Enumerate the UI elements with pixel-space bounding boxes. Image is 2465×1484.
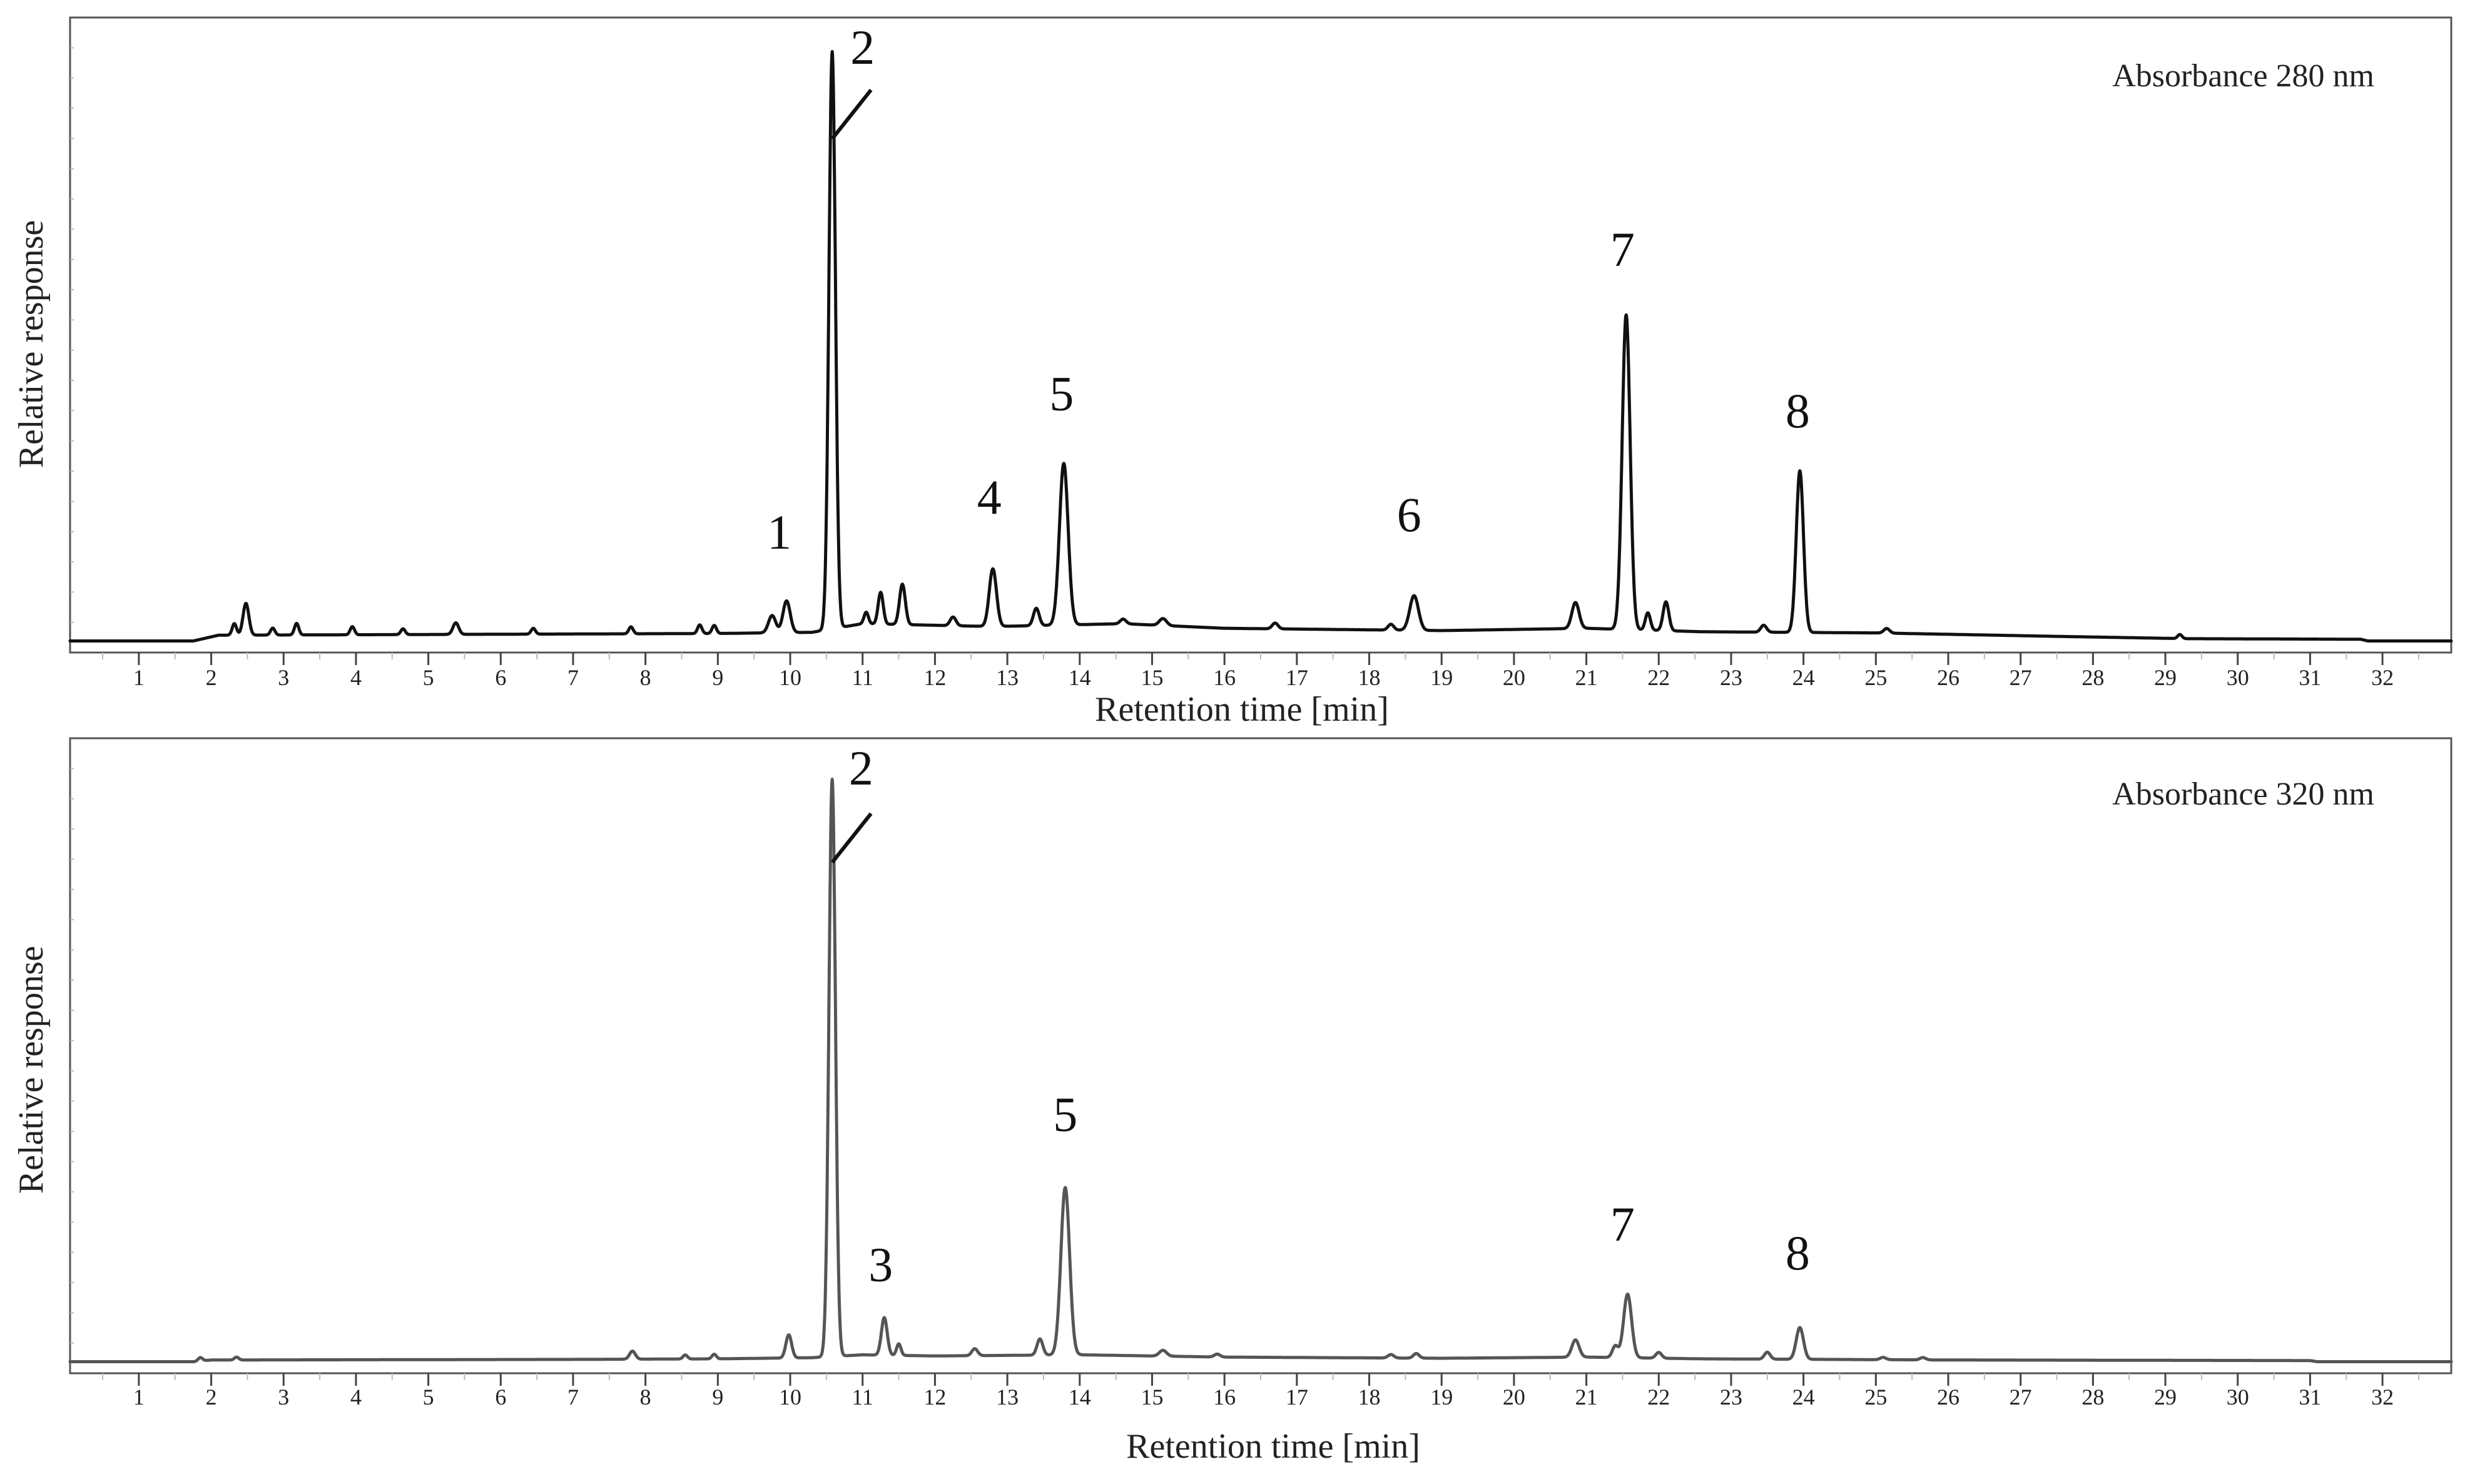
x-tick-label-280nm: 3 xyxy=(278,665,289,690)
absorbance-280-label: Absorbance 280 nm xyxy=(2112,58,2374,94)
x-tick-label-280nm: 13 xyxy=(996,665,1019,690)
x-tick-label-320nm: 13 xyxy=(996,1385,1019,1410)
x-tick-label-320nm: 11 xyxy=(851,1385,873,1410)
x-tick-label-320nm: 24 xyxy=(1792,1385,1815,1410)
x-tick-label-320nm: 15 xyxy=(1141,1385,1163,1410)
y-axis-label-280nm: Relative response xyxy=(12,220,51,469)
peak-label-8-280nm: 8 xyxy=(1786,384,1810,438)
x-tick-label-320nm: 1 xyxy=(133,1385,145,1410)
chromatogram-trace-320nm xyxy=(68,778,2453,1363)
x-tick-label-280nm: 29 xyxy=(2154,665,2177,690)
x-tick-label-320nm: 9 xyxy=(712,1385,723,1410)
x-tick-label-320nm: 30 xyxy=(2227,1385,2249,1410)
x-tick-label-320nm: 25 xyxy=(1864,1385,1887,1410)
x-tick-label-280nm: 15 xyxy=(1141,665,1163,690)
x-tick-label-280nm: 19 xyxy=(1430,665,1453,690)
peak-label-7-320nm: 7 xyxy=(1610,1197,1635,1251)
x-tick-label-280nm: 14 xyxy=(1069,665,1091,690)
x-tick-label-320nm: 2 xyxy=(206,1385,217,1410)
x-tick-label-320nm: 19 xyxy=(1430,1385,1453,1410)
x-tick-label-320nm: 23 xyxy=(1720,1385,1742,1410)
x-tick-label-320nm: 4 xyxy=(350,1385,362,1410)
x-tick-label-280nm: 2 xyxy=(206,665,217,690)
peak-label-2-280nm: 2 xyxy=(850,20,875,74)
absorbance-320-label: Absorbance 320 nm xyxy=(2112,776,2374,812)
y-axis-label-320nm: Relative response xyxy=(12,946,51,1194)
x-tick-label-280nm: 1 xyxy=(133,665,145,690)
x-tick-label-320nm: 14 xyxy=(1069,1385,1091,1410)
x-tick-label-280nm: 21 xyxy=(1575,665,1598,690)
chromatogram-trace-280nm xyxy=(68,49,2453,643)
x-tick-label-280nm: 9 xyxy=(712,665,723,690)
peak-label-8-320nm: 8 xyxy=(1786,1226,1810,1280)
x-tick-label-320nm: 26 xyxy=(1937,1385,1959,1410)
x-tick-label-280nm: 23 xyxy=(1720,665,1742,690)
x-axis-label-320nm: Retention time [min] xyxy=(1126,1427,1420,1466)
x-tick-label-280nm: 8 xyxy=(640,665,651,690)
x-tick-label-280nm: 26 xyxy=(1937,665,1959,690)
peak-2-leader-320nm xyxy=(830,812,873,864)
x-tick-label-280nm: 24 xyxy=(1792,665,1815,690)
peak-label-5-320nm: 5 xyxy=(1053,1087,1077,1142)
plot-frame-280nm xyxy=(69,16,2452,654)
chart-panel-320nm: Absorbance 320 nm Relative response Rete… xyxy=(12,737,2453,1466)
x-tick-label-280nm: 20 xyxy=(1503,665,1525,690)
peak-label-1-280nm: 1 xyxy=(767,505,791,559)
peak-2-leader-280nm xyxy=(830,88,873,140)
x-tick-label-280nm: 30 xyxy=(2227,665,2249,690)
x-tick-label-280nm: 6 xyxy=(495,665,506,690)
x-axis-label-280nm: Retention time [min] xyxy=(1095,690,1389,729)
x-tick-label-320nm: 3 xyxy=(278,1385,289,1410)
x-tick-label-280nm: 12 xyxy=(923,665,946,690)
x-tick-label-280nm: 10 xyxy=(779,665,801,690)
peak-label-6-280nm: 6 xyxy=(1397,487,1421,542)
x-tick-label-280nm: 31 xyxy=(2299,665,2321,690)
x-tick-label-280nm: 11 xyxy=(851,665,873,690)
peak-label-7-280nm: 7 xyxy=(1610,222,1635,277)
x-tick-label-320nm: 29 xyxy=(2154,1385,2177,1410)
chart-panel-280nm: Absorbance 280 nm Relative response Rete… xyxy=(12,16,2453,729)
x-tick-label-280nm: 28 xyxy=(2081,665,2104,690)
x-tick-label-320nm: 8 xyxy=(640,1385,651,1410)
x-tick-label-280nm: 25 xyxy=(1864,665,1887,690)
x-tick-label-280nm: 5 xyxy=(423,665,434,690)
x-tick-label-280nm: 27 xyxy=(2010,665,2032,690)
x-tick-label-320nm: 10 xyxy=(779,1385,801,1410)
x-tick-label-320nm: 32 xyxy=(2371,1385,2394,1410)
x-tick-label-320nm: 17 xyxy=(1286,1385,1308,1410)
x-tick-label-320nm: 7 xyxy=(567,1385,579,1410)
x-tick-label-320nm: 16 xyxy=(1213,1385,1236,1410)
x-tick-label-280nm: 32 xyxy=(2371,665,2394,690)
x-tick-label-280nm: 22 xyxy=(1647,665,1670,690)
peak-label-5-280nm: 5 xyxy=(1049,367,1074,421)
x-tick-label-280nm: 4 xyxy=(350,665,362,690)
x-tick-label-320nm: 27 xyxy=(2010,1385,2032,1410)
x-tick-label-320nm: 28 xyxy=(2081,1385,2104,1410)
x-tick-label-320nm: 12 xyxy=(923,1385,946,1410)
x-tick-label-320nm: 20 xyxy=(1503,1385,1525,1410)
peak-label-3-320nm: 3 xyxy=(868,1237,893,1291)
peak-label-4-280nm: 4 xyxy=(977,470,1002,525)
plot-frame-320nm xyxy=(69,737,2452,1375)
x-tick-label-320nm: 22 xyxy=(1647,1385,1670,1410)
x-tick-label-320nm: 6 xyxy=(495,1385,506,1410)
x-tick-label-280nm: 18 xyxy=(1358,665,1381,690)
x-tick-label-320nm: 18 xyxy=(1358,1385,1381,1410)
x-tick-label-320nm: 5 xyxy=(423,1385,434,1410)
x-tick-label-280nm: 7 xyxy=(567,665,579,690)
x-tick-label-280nm: 16 xyxy=(1213,665,1236,690)
x-tick-label-320nm: 31 xyxy=(2299,1385,2321,1410)
x-tick-label-320nm: 21 xyxy=(1575,1385,1598,1410)
x-tick-label-280nm: 17 xyxy=(1286,665,1308,690)
peak-label-2-320nm: 2 xyxy=(849,741,873,795)
